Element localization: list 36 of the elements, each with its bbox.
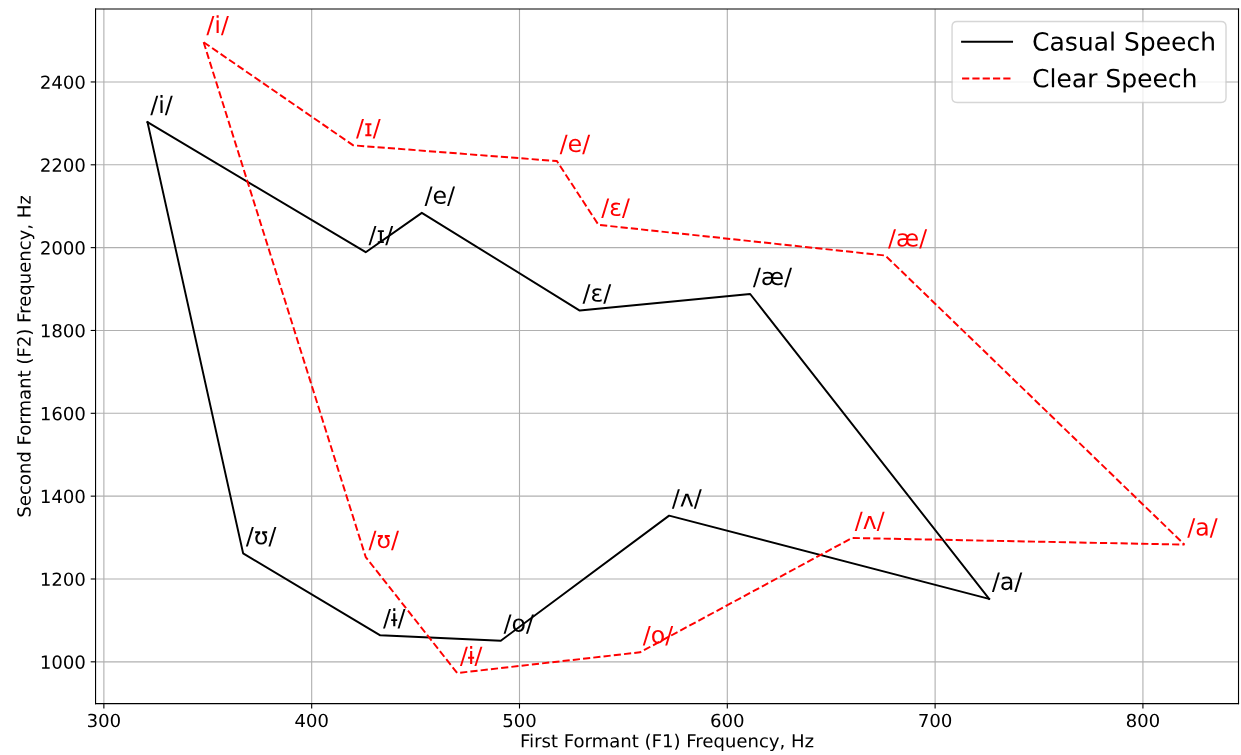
data-label: /a/ [1187,518,1218,538]
y-tick-label: 1800 [41,323,85,338]
y-tick-label: 2000 [41,241,85,255]
data-label: /ɨ/ [459,645,483,667]
y-tick-label: 2200 [41,158,85,172]
x-tick-label: 600 [711,713,744,728]
x-axis-title: First Formant (F1) Frequency, Hz [521,733,814,752]
x-tick-label: 500 [503,713,536,728]
data-label: /æ/ [888,229,928,249]
data-label: /ɛ/ [601,198,630,218]
data-label: /i/ [206,15,229,36]
y-tick-label: 2400 [41,75,85,90]
data-label: /a/ [991,572,1023,592]
x-tick-label: 700 [919,713,952,728]
data-label: /ɪ/ [356,119,381,139]
y-axis-title: Second Formant (F2) Frequency, Hz [16,195,35,517]
y-tick-label: 1200 [41,572,85,587]
y-tick-label: 1400 [41,489,85,504]
data-label: /ʊ/ [368,530,399,551]
data-label: /ʊ/ [245,527,277,547]
data-label: /ʌ/ [671,489,702,509]
data-label: /e/ [559,134,591,155]
legend-label: Clear Speech [1033,68,1196,93]
data-label: /ɨ/ [383,608,406,629]
data-label: /ʌ/ [854,511,885,532]
data-label: /ɛ/ [582,284,612,304]
x-tick-label: 300 [88,713,120,728]
data-label: /i/ [150,95,173,116]
legend-label: Casual Speech [1033,31,1214,56]
data-label: /e/ [424,186,456,206]
data-label: /o/ [642,626,674,646]
x-tick-label: 400 [295,713,328,728]
y-tick-label: 1000 [41,655,85,669]
y-tick-label: 1600 [41,406,85,421]
x-tick-label: 800 [1126,713,1159,728]
data-label: /æ/ [752,267,793,288]
